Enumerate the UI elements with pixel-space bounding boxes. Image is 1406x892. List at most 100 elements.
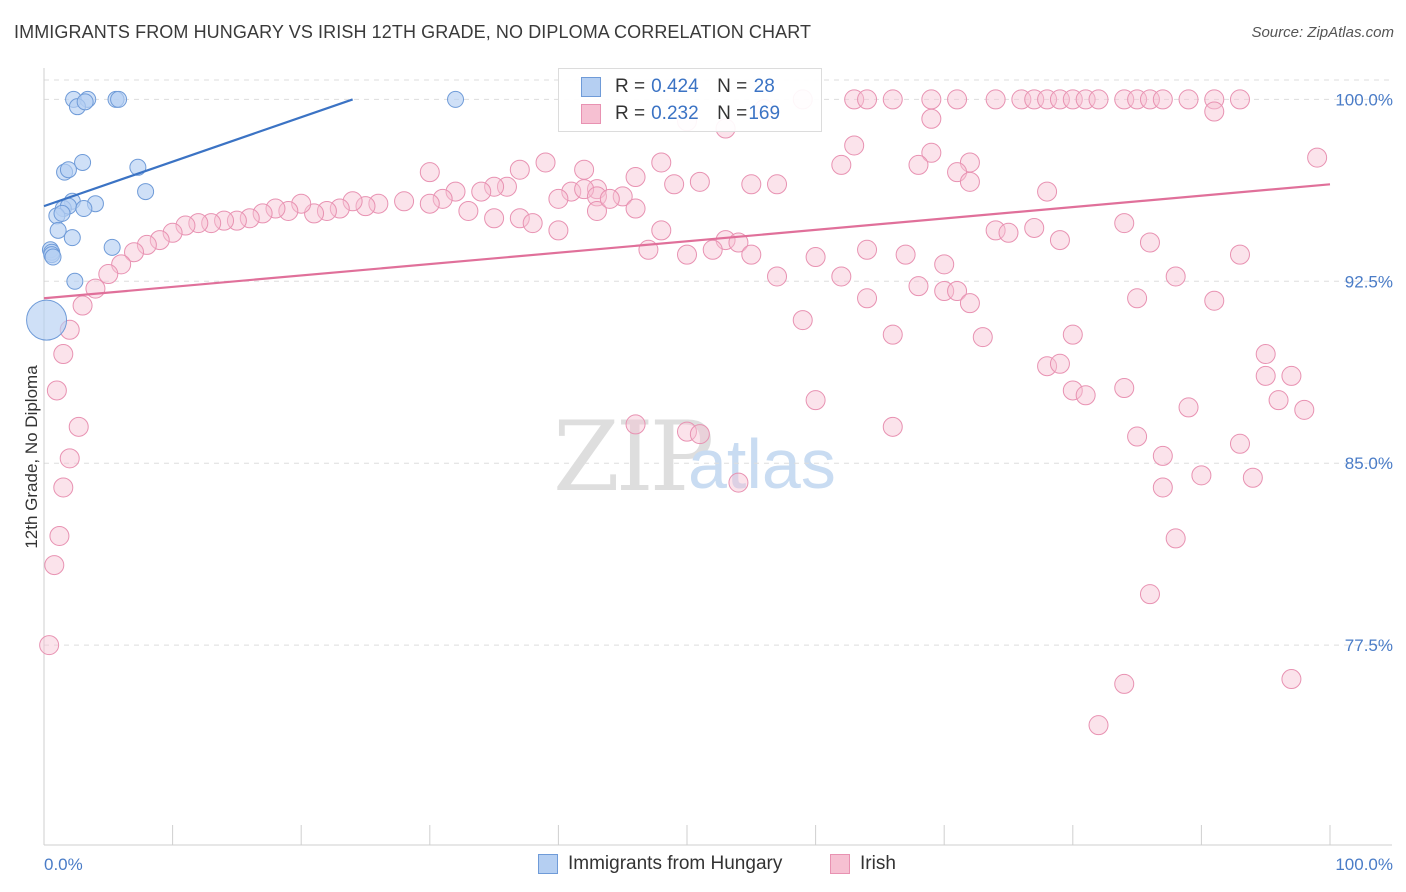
irish-point <box>1229 433 1250 454</box>
hungary-point <box>59 161 77 179</box>
hungary-legend-label: Immigrants from Hungary <box>568 853 783 874</box>
irish-point <box>1114 378 1135 399</box>
hungary-trend-line <box>43 98 353 208</box>
irish-point <box>844 135 865 156</box>
irish-point <box>1204 101 1225 122</box>
y-tick-label: 100.0% <box>1335 90 1393 109</box>
x-tick-label: 100.0% <box>1335 855 1393 874</box>
legend-item-irish: Irish <box>830 852 896 876</box>
n-label: N = <box>717 76 748 97</box>
irish-point <box>419 162 440 183</box>
irish-point <box>471 181 492 202</box>
irish-point <box>1229 89 1250 110</box>
irish-point <box>1178 89 1199 110</box>
irish-point <box>1152 477 1173 498</box>
watermark-zip: ZIP <box>553 401 712 513</box>
irish-point <box>39 635 60 656</box>
irish-point <box>921 89 942 110</box>
irish-point <box>484 176 505 197</box>
irish-point <box>1139 584 1160 605</box>
irish-point <box>46 380 67 401</box>
irish-point <box>548 188 569 209</box>
irish-point <box>419 193 440 214</box>
irish-point <box>561 181 582 202</box>
irish-point <box>1049 230 1070 251</box>
irish-point <box>188 213 209 234</box>
irish-point <box>1152 89 1173 110</box>
irish-point <box>1268 390 1289 411</box>
irish-point <box>921 142 942 163</box>
hungary-point <box>53 204 71 222</box>
r-label: R = <box>615 103 646 124</box>
irish-point <box>1062 324 1083 345</box>
hungary-point <box>74 153 92 171</box>
irish-point <box>1242 467 1263 488</box>
irish-point <box>741 244 762 265</box>
hungary-point <box>137 183 155 201</box>
n-label: N = <box>717 103 748 124</box>
irish-point <box>1255 344 1276 365</box>
irish-point <box>805 390 826 411</box>
irish-point <box>947 89 968 110</box>
hungary-legend-swatch <box>538 854 558 874</box>
irish-point <box>136 234 157 255</box>
irish-point <box>651 220 672 241</box>
irish-points <box>39 89 1328 736</box>
irish-point <box>1127 288 1148 309</box>
y-axis-label: 12th Grade, No Diploma <box>22 365 41 549</box>
irish-point <box>625 167 646 188</box>
hungary-point <box>110 90 128 108</box>
irish-point <box>985 220 1006 241</box>
watermark-atlas: atlas <box>688 425 836 503</box>
irish-point <box>162 222 183 243</box>
irish-point <box>728 472 749 493</box>
irish-point <box>612 186 633 207</box>
irish-point <box>586 186 607 207</box>
irish-point <box>741 174 762 195</box>
n-value: 28 <box>753 76 775 97</box>
irish-point <box>1229 244 1250 265</box>
irish-point <box>1281 365 1302 386</box>
irish-point <box>432 188 453 209</box>
irish-point <box>574 179 595 200</box>
hungary-swatch <box>581 77 601 97</box>
irish-point <box>548 220 569 241</box>
irish-point <box>278 200 299 221</box>
hungary-point <box>49 221 67 239</box>
r-value: 0.424 <box>651 76 699 97</box>
irish-point <box>677 421 697 442</box>
irish-point <box>175 215 196 236</box>
irish-point <box>522 213 543 234</box>
irish-point <box>124 242 145 263</box>
y-tick-label: 92.5% <box>1345 272 1393 291</box>
y-tick-label: 85.0% <box>1345 454 1393 473</box>
irish-point <box>342 191 363 212</box>
irish-point <box>1114 673 1135 694</box>
stats-legend-row-irish: R = 0.232 N = 169 <box>581 102 781 126</box>
irish-point <box>677 244 697 265</box>
irish-point <box>767 266 788 287</box>
irish-point <box>959 171 980 192</box>
irish-point <box>53 477 74 498</box>
irish-point <box>857 89 878 110</box>
irish-point <box>805 247 826 268</box>
irish-point <box>882 89 903 110</box>
irish-point <box>44 555 65 576</box>
irish-point <box>53 344 74 365</box>
irish-point <box>895 244 916 265</box>
irish-point <box>586 200 607 221</box>
hungary-point <box>44 248 62 266</box>
irish-point <box>934 254 955 275</box>
irish-point <box>316 200 337 221</box>
irish-point <box>458 200 479 221</box>
irish-point <box>329 198 350 219</box>
irish-point <box>689 171 710 192</box>
irish-point <box>702 239 723 260</box>
irish-point <box>445 181 466 202</box>
hungary-point <box>63 229 81 247</box>
irish-point <box>1152 445 1173 466</box>
irish-point <box>59 448 80 469</box>
irish-point <box>1204 89 1225 110</box>
irish-point <box>882 324 903 345</box>
n-value: 169 <box>748 103 781 124</box>
